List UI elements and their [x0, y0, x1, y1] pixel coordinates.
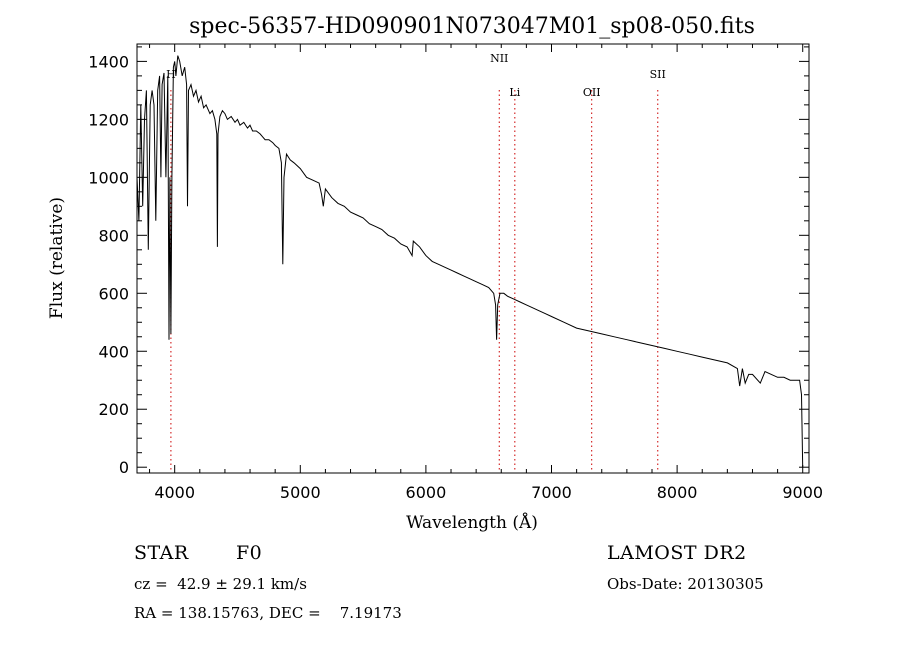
x-tick-label: 7000: [531, 483, 572, 502]
marker-label: H: [166, 68, 176, 81]
x-axis-label: Wavelength (Å): [406, 512, 538, 533]
marker-label: Li: [509, 86, 520, 99]
x-tick-label: 5000: [280, 483, 321, 502]
plot-frame: [136, 43, 810, 474]
axis-ticks: 4000 5000 6000 7000 8000 9000 0 200 400 600 800 100…: [88, 44, 823, 502]
spectral-subclass: F0: [236, 542, 263, 564]
marker-label: NII: [490, 52, 508, 65]
redshift-readout: cz = 42.9 ± 29.1 km/s: [134, 575, 307, 593]
marker-label: SII: [650, 68, 666, 81]
coordinates-readout: RA = 138.15763, DEC = 7.19173: [134, 604, 402, 622]
observation-date: Obs-Date: 20130305: [607, 575, 764, 593]
y-tick-label: 1200: [88, 110, 129, 129]
y-tick-label: 200: [98, 400, 129, 419]
x-tick-label: 8000: [657, 483, 698, 502]
marker-label: OII: [583, 86, 601, 99]
spectrum-line: [136, 55, 804, 468]
survey-name: LAMOST DR2: [607, 542, 747, 564]
object-class: STAR: [134, 542, 189, 564]
y-tick-label: 400: [98, 342, 129, 361]
y-tick-label: 600: [98, 284, 129, 303]
emission-line-markers: H NII Li OII SII: [166, 52, 666, 473]
y-tick-label: 1000: [88, 168, 129, 187]
x-tick-label: 4000: [154, 483, 195, 502]
y-tick-label: 0: [119, 458, 129, 477]
x-tick-label: 9000: [782, 483, 823, 502]
y-tick-label: 1400: [88, 52, 129, 71]
y-tick-label: 800: [98, 226, 129, 245]
chart-title: spec-56357-HD090901N073047M01_sp08-050.f…: [189, 14, 755, 39]
y-axis-label: Flux (relative): [47, 197, 67, 319]
x-tick-label: 6000: [406, 483, 447, 502]
